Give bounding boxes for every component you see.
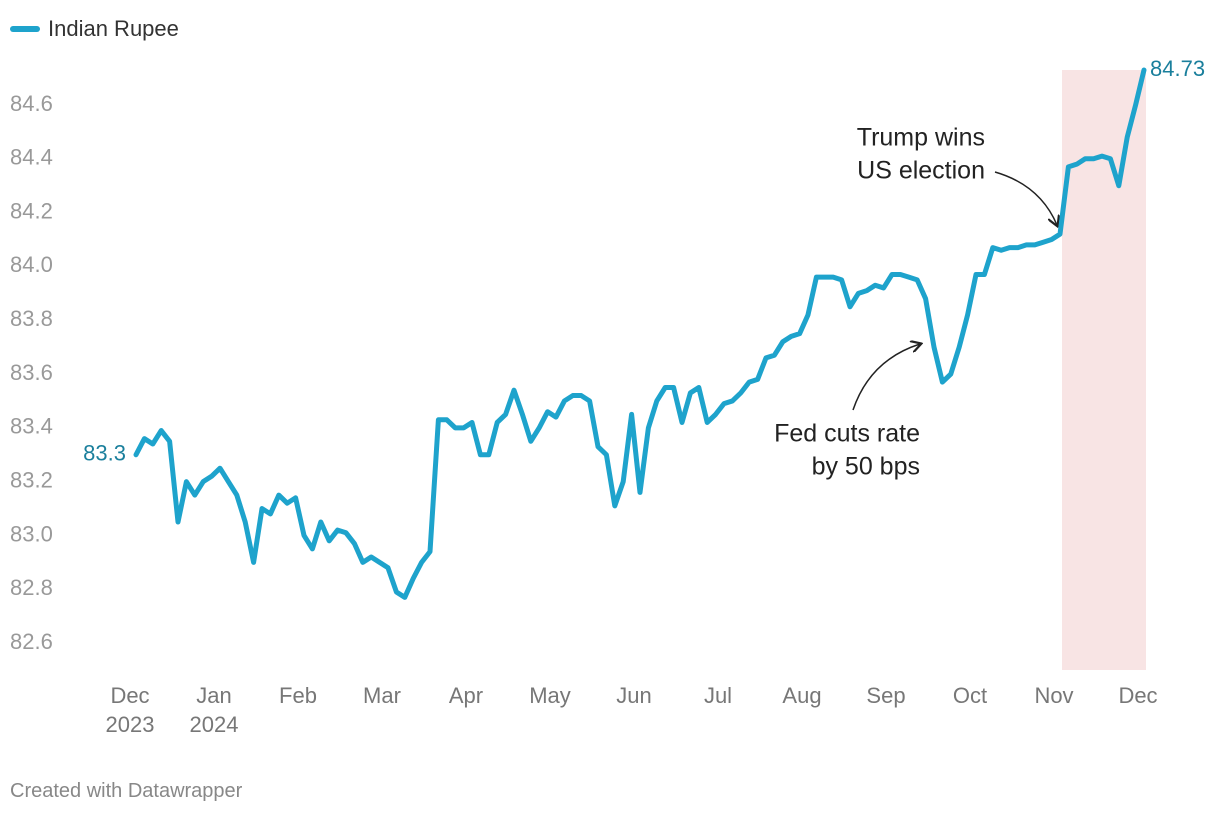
y-tick-label: 84.0 [10, 252, 53, 277]
annotation: US election [857, 157, 985, 185]
x-tick-label: Sep [866, 683, 906, 708]
x-tick-label: Oct [952, 683, 988, 708]
data-label: 84.73 [1150, 56, 1205, 81]
x-tick-label: Mar [363, 683, 401, 708]
line [133, 67, 1147, 600]
x-tick-label: Nov [1034, 683, 1074, 708]
annotation: by 50 bps [812, 453, 920, 481]
y-tick-label: 83.2 [10, 467, 53, 492]
y-tick-label: 83.8 [10, 306, 53, 331]
x-tick-label: Dec 2023 [105, 683, 155, 737]
x-tick-label: May [529, 683, 571, 708]
legend: Indian Rupee [10, 16, 179, 42]
annotation-arrow [852, 344, 920, 411]
annotation: Fed cuts rate [774, 420, 920, 448]
y-tick-label: 82.8 [10, 575, 53, 600]
legend-swatch [10, 26, 40, 32]
legend-label: Indian Rupee [48, 16, 179, 41]
x-tick-label: Dec [1118, 683, 1158, 708]
x-tick-label: Aug [782, 683, 822, 708]
data-label: 83.3 [83, 441, 126, 466]
x-tick-label: Feb [279, 683, 317, 708]
y-tick-label: 83.0 [10, 521, 53, 546]
x-tick-label: Apr [448, 683, 484, 708]
annotation-arrow [994, 171, 1057, 225]
x-tick-label: Jun [616, 683, 652, 708]
x-tick-label: Jan 2024 [189, 683, 239, 737]
highlight-band [1062, 70, 1146, 670]
y-tick-label: 84.6 [10, 91, 53, 116]
y-tick-label: 83.4 [10, 414, 53, 439]
y-tick-label: 82.6 [10, 629, 53, 654]
x-tick-label: Jul [703, 683, 733, 708]
annotation: Trump wins [857, 124, 985, 152]
footer: Created with Datawrapper [10, 780, 243, 802]
y-tick-label: 83.6 [10, 360, 53, 385]
y-tick-label: 84.2 [10, 198, 53, 223]
y-tick-label: 84.4 [10, 145, 53, 170]
